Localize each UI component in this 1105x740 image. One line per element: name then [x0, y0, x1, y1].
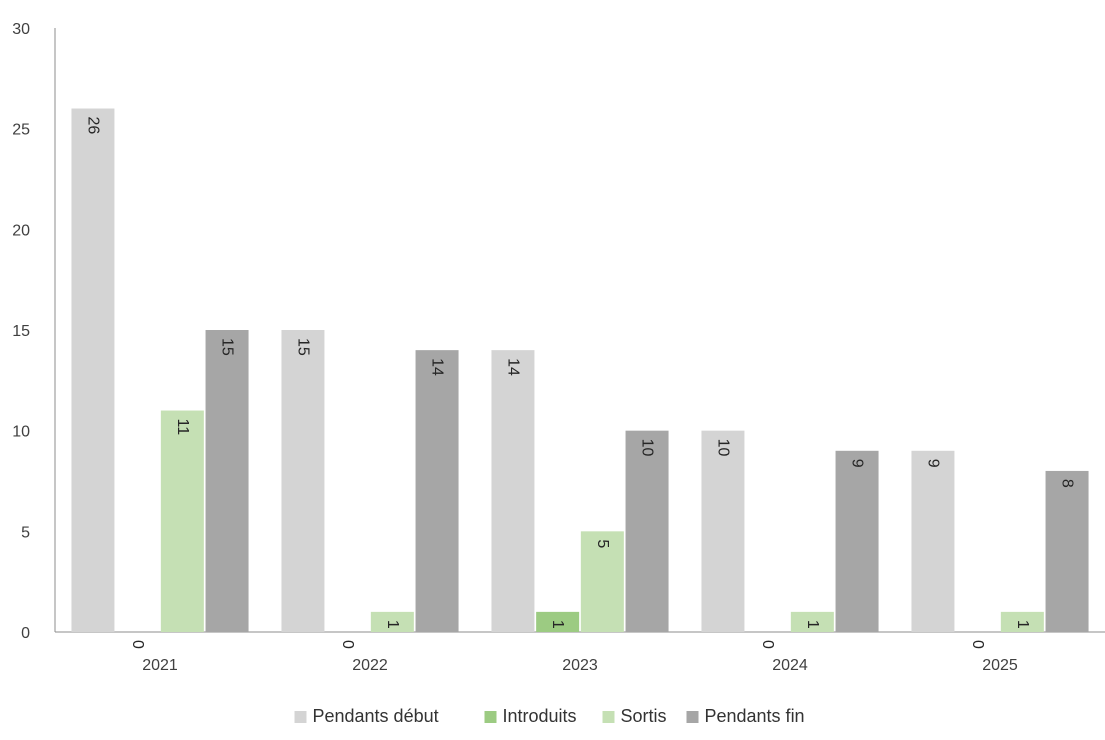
legend-swatch: [294, 711, 307, 723]
data-label: 0: [129, 640, 146, 649]
legend-label: Pendants début: [313, 706, 439, 726]
bar: [1000, 611, 1044, 632]
legend-label: Pendants fin: [705, 706, 805, 726]
legend-swatch: [602, 711, 615, 723]
legend-label: Sortis: [621, 706, 667, 726]
y-axis-ticks: 0 5 10 15 20 25 30: [12, 21, 30, 642]
data-label: 1: [1014, 620, 1031, 629]
y-tick-label: 20: [12, 222, 30, 239]
bar: [205, 330, 249, 632]
x-tick-label: 2022: [352, 657, 388, 674]
bar: [835, 450, 879, 632]
data-label: 10: [714, 439, 731, 457]
data-label: 15: [219, 338, 236, 356]
bar: [160, 410, 204, 632]
y-tick-label: 5: [21, 524, 30, 541]
data-label: 14: [504, 358, 521, 376]
data-label: 9: [924, 459, 941, 468]
bar: [370, 611, 414, 632]
data-label: 5: [594, 539, 611, 548]
data-label: 15: [294, 338, 311, 356]
x-tick-label: 2023: [562, 657, 598, 674]
data-label: 14: [429, 358, 446, 376]
x-tick-label: 2025: [982, 657, 1018, 674]
data-label: 0: [969, 640, 986, 649]
y-tick-label: 15: [12, 323, 30, 340]
legend-label: Introduits: [503, 706, 577, 726]
bar: [281, 330, 325, 632]
y-tick-label: 25: [12, 122, 30, 139]
data-label: 26: [84, 117, 101, 135]
data-label: 8: [1059, 479, 1076, 488]
y-tick-label: 10: [12, 424, 30, 441]
bar: [625, 430, 669, 632]
bars: [71, 108, 1089, 633]
data-label: 10: [639, 439, 656, 457]
bar: [491, 350, 535, 632]
legend-swatch: [686, 711, 699, 723]
bar: [415, 350, 459, 632]
data-label: 9: [849, 459, 866, 468]
data-label: 0: [339, 640, 356, 649]
data-label: 11: [174, 419, 191, 436]
data-label: 1: [549, 620, 566, 629]
data-label: 1: [804, 620, 821, 629]
x-tick-label: 2024: [772, 657, 808, 674]
bar: [701, 430, 745, 632]
y-tick-label: 0: [21, 625, 30, 642]
bar: [790, 611, 834, 632]
x-axis-ticks: 2021 2022 2023 2024 2025: [142, 657, 1018, 674]
data-label: 1: [384, 620, 401, 629]
bar: [536, 611, 580, 632]
bar: [580, 531, 624, 632]
data-label: 0: [759, 640, 776, 649]
legend-swatch: [484, 711, 497, 723]
x-tick-label: 2021: [142, 657, 178, 674]
bar: [911, 450, 955, 632]
bar: [71, 108, 115, 633]
legend: Pendants début Introduits Sortis Pendants f…: [294, 706, 805, 726]
y-tick-label: 30: [12, 21, 30, 38]
bar: [1045, 470, 1089, 632]
